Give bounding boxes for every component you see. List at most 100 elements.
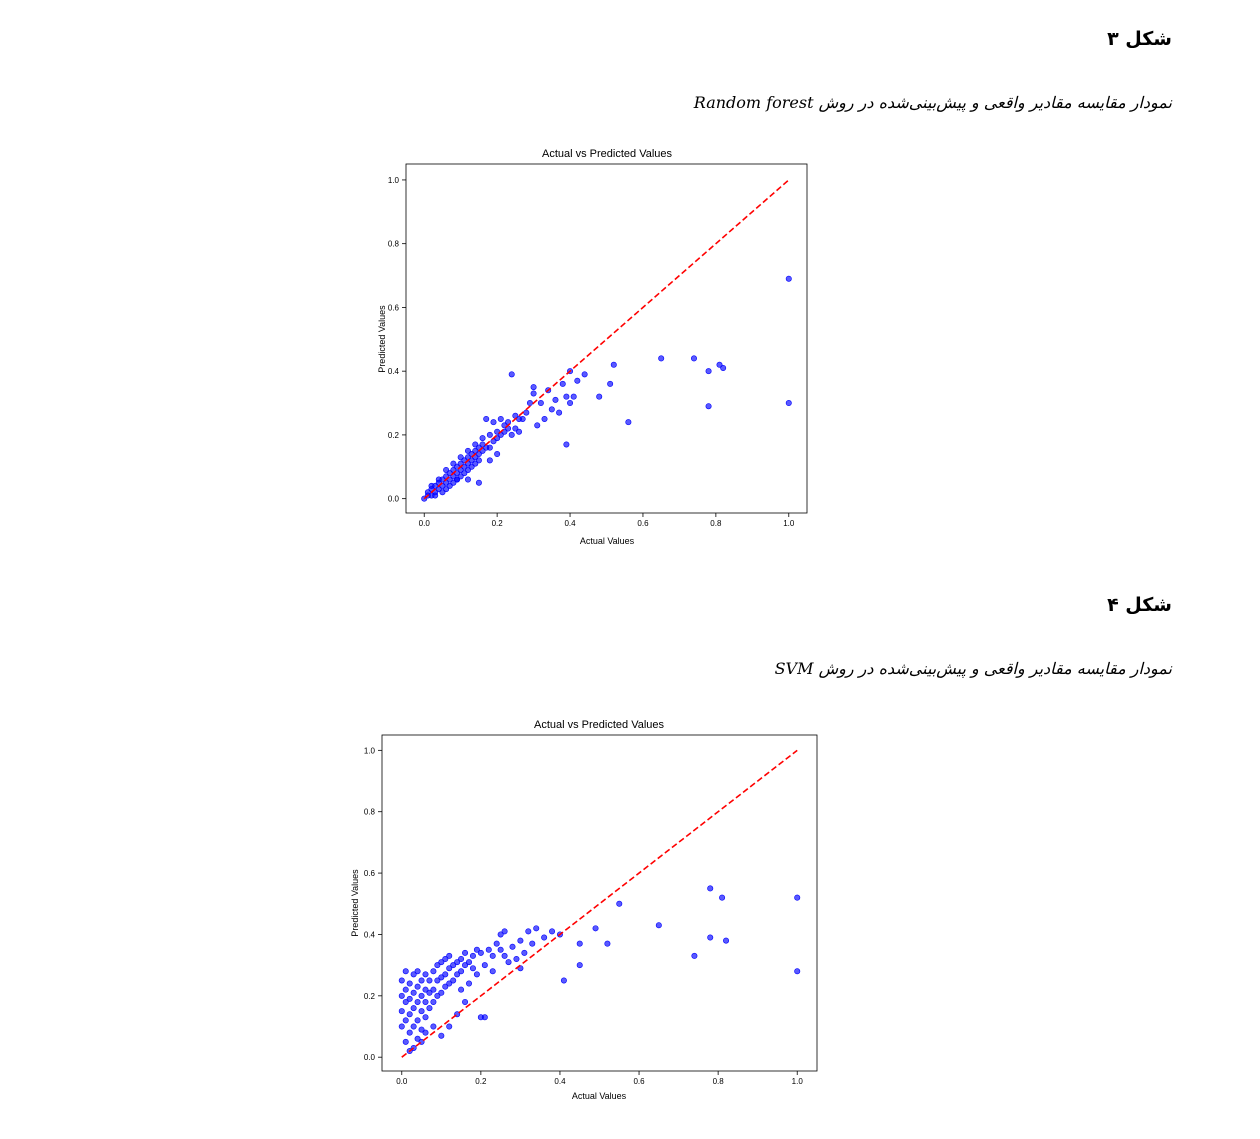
data-point: [785, 275, 792, 282]
y-tick-label: 1.0: [364, 746, 376, 755]
y-axis-label: Predicted Values: [350, 869, 360, 937]
data-point: [719, 894, 726, 901]
x-tick-label: 0.8: [713, 1077, 725, 1086]
y-axis-label: Predicted Values: [377, 305, 387, 373]
data-point: [490, 419, 497, 426]
data-point: [472, 441, 479, 448]
data-point: [402, 998, 409, 1005]
data-point: [516, 415, 523, 422]
x-tick-label: 0.2: [492, 519, 504, 528]
y-tick-label: 0.0: [388, 495, 400, 504]
data-point: [481, 962, 488, 969]
data-point: [450, 962, 457, 969]
data-point: [505, 959, 512, 966]
data-point: [486, 431, 493, 438]
data-point: [402, 968, 409, 975]
data-point: [570, 393, 577, 400]
data-point: [446, 965, 453, 972]
x-tick-label: 0.6: [637, 519, 649, 528]
data-point: [486, 457, 493, 464]
data-point: [426, 989, 433, 996]
data-point: [414, 968, 421, 975]
data-point: [485, 946, 492, 953]
data-point: [563, 393, 570, 400]
data-point: [446, 952, 453, 959]
y-tick-label: 0.6: [364, 869, 376, 878]
data-point: [494, 451, 501, 458]
data-point: [457, 454, 464, 461]
figure-3-label: شکل ۳: [1107, 28, 1172, 50]
data-point: [785, 400, 792, 407]
data-point: [426, 1005, 433, 1012]
data-point: [604, 940, 611, 947]
data-point: [402, 1038, 409, 1045]
data-point: [438, 989, 445, 996]
data-point: [422, 986, 429, 993]
data-point: [422, 1014, 429, 1021]
data-point: [454, 959, 461, 966]
scatter-points: [398, 885, 801, 1055]
figure-4-label: شکل ۴: [1107, 594, 1172, 616]
data-point: [398, 1008, 405, 1015]
y-tick-label: 0.0: [364, 1053, 376, 1062]
data-point: [559, 380, 566, 387]
data-point: [442, 983, 449, 990]
data-point: [705, 368, 712, 375]
data-point: [548, 406, 555, 413]
data-point: [432, 492, 439, 499]
data-point: [486, 444, 493, 451]
data-point: [483, 415, 490, 422]
data-point: [418, 1026, 425, 1033]
data-point: [523, 409, 530, 416]
data-point: [406, 1029, 413, 1036]
data-point: [720, 364, 727, 371]
figure-4-scatter-plot: Actual vs Predicted Values 0.0 0.2 0.4 0.6 0…: [350, 719, 818, 1101]
data-point: [541, 415, 548, 422]
data-point: [414, 998, 421, 1005]
data-point: [596, 393, 603, 400]
axis-ticks: 0.0 0.2 0.4 0.6 0.8 1.0 0.0 0.2 0.4 0.6 0.8 1.0: [388, 176, 795, 528]
data-point: [707, 885, 714, 892]
data-point: [428, 482, 435, 489]
data-point: [426, 977, 433, 984]
data-point: [442, 971, 449, 978]
data-point: [422, 1029, 429, 1036]
data-point: [489, 968, 496, 975]
data-point: [462, 998, 469, 1005]
data-point: [464, 447, 471, 454]
data-point: [592, 925, 599, 932]
data-point: [430, 998, 437, 1005]
data-point: [560, 977, 567, 984]
x-tick-label: 0.8: [710, 519, 722, 528]
data-point: [475, 457, 482, 464]
data-point: [458, 986, 465, 993]
data-point: [438, 1032, 445, 1039]
data-point: [526, 400, 533, 407]
y-tick-label: 0.6: [388, 303, 400, 312]
data-point: [469, 965, 476, 972]
data-point: [450, 460, 457, 467]
data-point: [462, 949, 469, 956]
data-point: [509, 943, 516, 950]
data-point: [707, 934, 714, 941]
data-point: [454, 476, 461, 483]
data-point: [406, 995, 413, 1002]
data-point: [691, 952, 698, 959]
x-tick-label: 0.0: [396, 1077, 408, 1086]
data-point: [464, 476, 471, 483]
data-point: [497, 931, 504, 938]
data-point: [410, 971, 417, 978]
data-point: [406, 1011, 413, 1018]
data-point: [690, 355, 697, 362]
data-point: [794, 894, 801, 901]
x-tick-label: 0.4: [564, 519, 576, 528]
data-point: [406, 980, 413, 987]
data-point: [723, 937, 730, 944]
data-point: [473, 971, 480, 978]
data-point: [458, 956, 465, 963]
plot-frame: [405, 163, 808, 514]
y-tick-label: 0.4: [388, 367, 400, 376]
y-tick-label: 1.0: [388, 176, 400, 185]
data-point: [794, 968, 801, 975]
data-point: [446, 980, 453, 987]
